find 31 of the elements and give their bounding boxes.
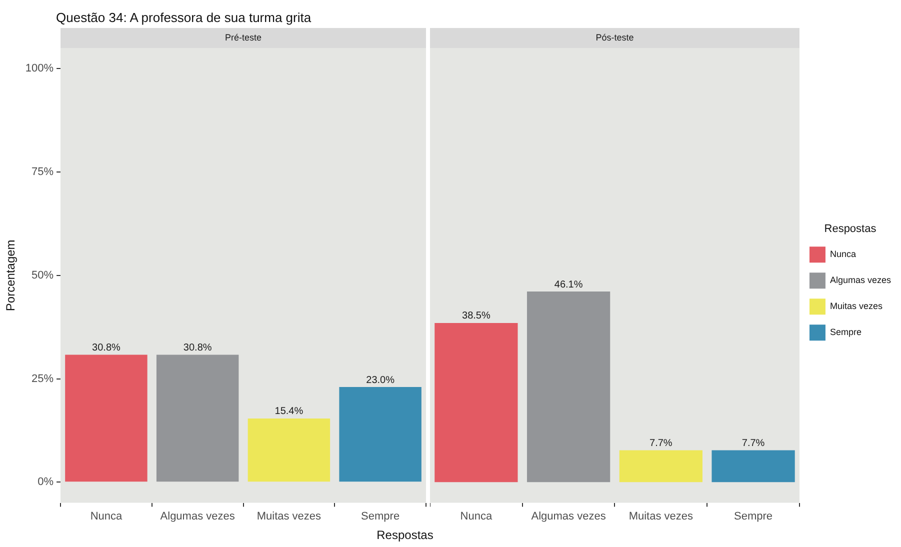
x-axis-title: Respostas bbox=[376, 528, 434, 542]
x-tick-label: Nunca bbox=[460, 510, 493, 522]
x-tick-label: Muitas vezes bbox=[256, 510, 322, 522]
data-label: 7.7% bbox=[650, 438, 672, 450]
data-label: 46.1% bbox=[554, 279, 583, 290]
data-label: 30.8% bbox=[92, 342, 120, 354]
x-tick-label: Sempre bbox=[734, 510, 773, 522]
x-tick-label: Sempre bbox=[361, 510, 400, 522]
x-tick-label: Algumas vezes bbox=[531, 510, 606, 522]
y-axis-title: Porcentagem bbox=[4, 240, 18, 312]
y-tick-label: 25% bbox=[32, 372, 54, 385]
legend-title: Respostas bbox=[824, 222, 877, 235]
data-label: 23.0% bbox=[366, 374, 395, 386]
y-tick-label: 75% bbox=[32, 166, 54, 178]
y-tick-label: 100% bbox=[25, 62, 54, 75]
legend-label: Sempre bbox=[830, 327, 862, 338]
chart-subtitle: Pré-teste bbox=[225, 32, 262, 42]
data-label: 38.5% bbox=[462, 310, 490, 322]
legend-label: Nunca bbox=[830, 249, 856, 260]
x-tick-label: Nunca bbox=[90, 510, 123, 522]
data-label: 15.4% bbox=[274, 406, 304, 418]
chart-subtitle: Pós-teste bbox=[596, 32, 634, 42]
y-tick-label: 0% bbox=[38, 476, 54, 488]
legend-label: Muitas vezes bbox=[830, 301, 883, 312]
data-label: 30.8% bbox=[183, 342, 212, 354]
chart-title: Questão 34: A professora de sua turma grita bbox=[56, 10, 312, 25]
x-tick-label: Muitas vezes bbox=[628, 510, 694, 522]
legend-label: Algumas vezes bbox=[830, 275, 892, 286]
y-tick-label: 50% bbox=[32, 269, 54, 282]
x-tick-label: Algumas vezes bbox=[160, 510, 236, 522]
data-label: 7.7% bbox=[742, 438, 765, 450]
